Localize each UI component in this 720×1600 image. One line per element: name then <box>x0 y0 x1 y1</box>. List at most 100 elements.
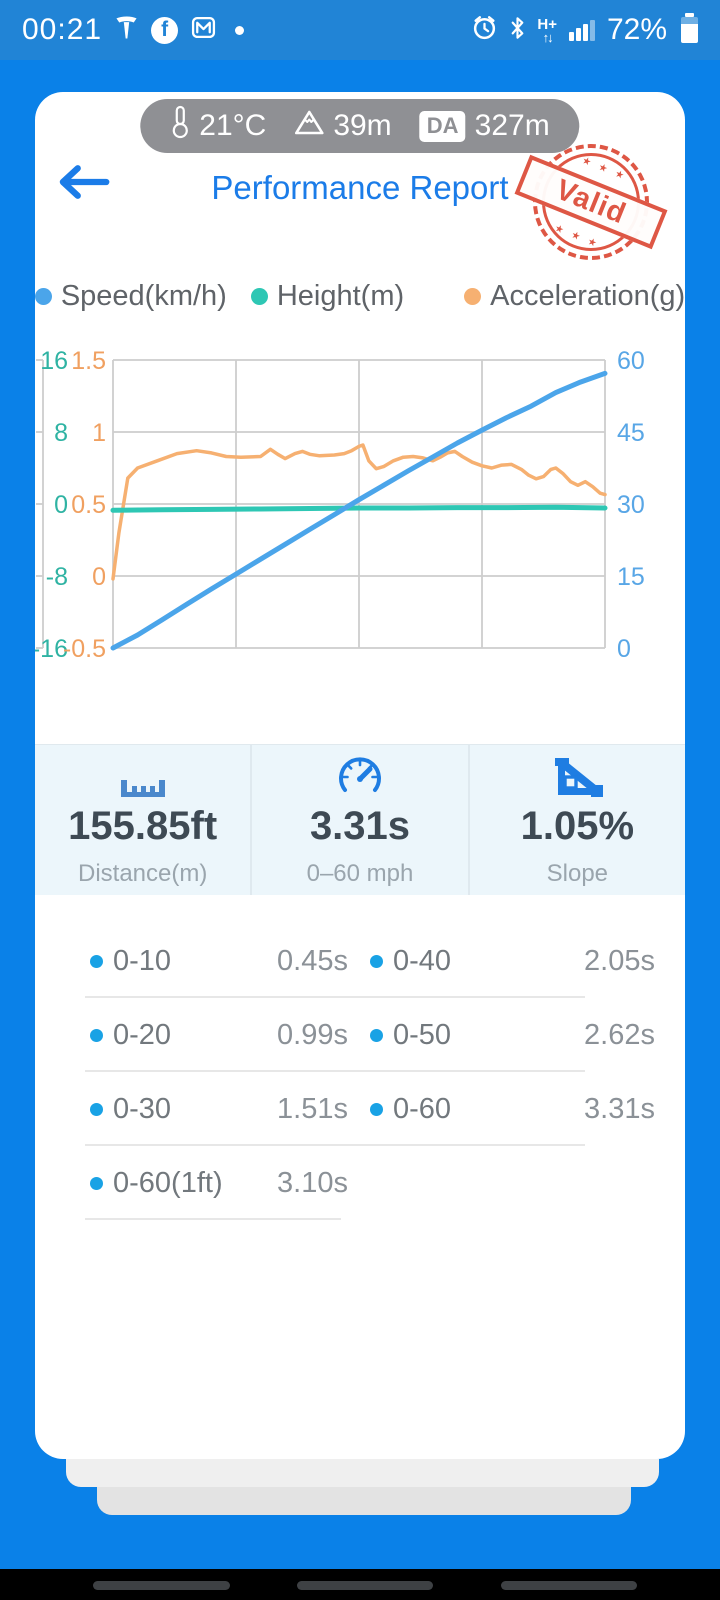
slope-value: 1.05% <box>520 804 635 848</box>
svg-text:16: 16 <box>40 347 68 375</box>
report-card: 21°C 39m DA 327m Performance Report <box>32 92 685 1459</box>
facebook-icon: f <box>151 16 179 44</box>
table-row: 0-30 1.51s 0-60 3.31s <box>35 1072 685 1146</box>
performance-chart: 16 8 0 -8 -16 1.5 1 0.5 0 -0.5 60 45 30 15 0 <box>32 330 685 681</box>
stat-zero-to-sixty: 3.31s 0–60 mph <box>250 745 467 895</box>
bottom-strip <box>0 1569 720 1600</box>
distance-value: 155.85ft <box>68 804 218 848</box>
row-divider <box>85 996 585 998</box>
split-cell: 0-30 1.51s <box>90 1093 348 1126</box>
page-title: Performance Report <box>211 169 509 206</box>
stat-slope: 1.05% Slope <box>467 745 685 895</box>
split-label: 0-60 <box>393 1092 452 1125</box>
legend-item-height: Height(m) <box>250 280 405 313</box>
split-value: 1.51s <box>277 1092 348 1125</box>
split-label: 0-40 <box>393 944 452 977</box>
split-label: 0-50 <box>393 1018 452 1051</box>
split-label: 0-30 <box>113 1092 172 1125</box>
card-handle-bar <box>297 1581 433 1590</box>
legend-label: Acceleration(g) <box>490 280 686 312</box>
bullet-dot-icon <box>90 1176 103 1190</box>
svg-text:45: 45 <box>617 419 645 447</box>
bullet-dot-icon <box>370 1102 383 1116</box>
clock: 00:21 <box>22 13 103 46</box>
svg-text:1: 1 <box>92 419 106 447</box>
tesla-icon <box>115 15 138 45</box>
ruler-icon <box>118 752 168 800</box>
split-cell: 0-20 0.99s <box>90 1019 348 1052</box>
svg-text:-16: -16 <box>35 635 68 663</box>
battery-icon <box>681 13 698 43</box>
battery-percent: 72% <box>606 13 667 46</box>
split-label: 0-60(1ft) <box>113 1166 223 1199</box>
split-value: 0.99s <box>277 1018 348 1051</box>
legend-item-acceleration: Acceleration(g) <box>464 280 685 313</box>
bullet-dot-icon <box>370 1028 383 1042</box>
back-arrow-icon <box>55 163 111 206</box>
mountain-icon <box>294 109 324 144</box>
table-row: 0-10 0.45s 0-40 2.05s <box>35 924 685 998</box>
split-cell: 0-60(1ft) 3.10s <box>90 1167 348 1200</box>
signal-icon <box>568 19 595 41</box>
svg-text:0.5: 0.5 <box>71 491 106 519</box>
svg-text:-8: -8 <box>46 563 68 591</box>
da-badge: DA <box>419 110 466 142</box>
svg-text:0: 0 <box>54 491 68 519</box>
split-cell: 0-40 2.05s <box>370 945 655 978</box>
gauge-icon <box>336 752 384 800</box>
zero-to-sixty-label: 0–60 mph <box>306 860 414 887</box>
zero-to-sixty-value: 3.31s <box>309 804 411 848</box>
svg-text:0: 0 <box>617 635 631 663</box>
split-value: 3.10s <box>277 1166 348 1199</box>
alarm-icon <box>471 14 498 46</box>
row-divider <box>85 1144 585 1146</box>
split-cell: 0-10 0.45s <box>90 945 348 978</box>
legend-dot <box>34 288 52 305</box>
bullet-dot-icon <box>90 1102 103 1116</box>
svg-text:-0.5: -0.5 <box>63 635 106 663</box>
split-times-table: 0-10 0.45s 0-40 2.05s 0-20 0.99s <box>35 924 685 1220</box>
split-value: 0.45s <box>277 944 348 977</box>
card-handle-bar <box>93 1581 230 1590</box>
split-cell: 0-60 3.31s <box>370 1093 655 1126</box>
legend-label: Height(m) <box>276 280 405 312</box>
bullet-dot-icon <box>370 954 383 968</box>
stat-distance: 155.85ft Distance(m) <box>35 745 250 895</box>
svg-text:60: 60 <box>617 347 645 375</box>
card-handle-bar <box>501 1581 637 1590</box>
environment-pill: 21°C 39m DA 327m <box>140 99 580 153</box>
chart-legend: Speed(km/h) Height(m) Acceleration(g) <box>34 280 685 313</box>
split-value: 2.05s <box>584 944 655 977</box>
bluetooth-icon <box>510 16 525 45</box>
network-hplus-icon: H+ ↑↓ <box>537 15 557 45</box>
thermometer-icon <box>170 105 190 147</box>
acceleration-line <box>111 443 607 581</box>
slope-icon <box>550 752 604 800</box>
legend-label: Speed(km/h) <box>60 280 227 312</box>
svg-text:15: 15 <box>617 563 645 591</box>
svg-text:0: 0 <box>92 563 106 591</box>
altitude-value: 39m <box>333 109 392 142</box>
height-line <box>110 504 608 513</box>
svg-text:1.5: 1.5 <box>71 347 106 375</box>
da-value: 327m <box>474 109 550 142</box>
background-card-sheet[interactable] <box>97 1487 631 1515</box>
speed-line <box>110 370 608 651</box>
legend-dot <box>250 288 268 305</box>
notification-dot-icon <box>235 25 245 35</box>
status-bar: 00:21 f H+ ↑↓ 72% <box>0 0 720 60</box>
chart-grid <box>36 359 606 649</box>
split-label: 0-20 <box>113 1018 172 1051</box>
split-cell: 0-50 2.62s <box>370 1019 655 1052</box>
row-divider <box>85 1218 341 1220</box>
background-card-sheet[interactable] <box>66 1459 659 1487</box>
temperature-value: 21°C <box>199 109 267 142</box>
split-value: 2.62s <box>584 1018 655 1051</box>
back-button[interactable] <box>55 162 115 206</box>
legend-dot <box>464 288 482 305</box>
table-row: 0-60(1ft) 3.10s <box>35 1146 685 1220</box>
slope-label: Slope <box>546 860 609 887</box>
split-label: 0-10 <box>113 944 172 977</box>
